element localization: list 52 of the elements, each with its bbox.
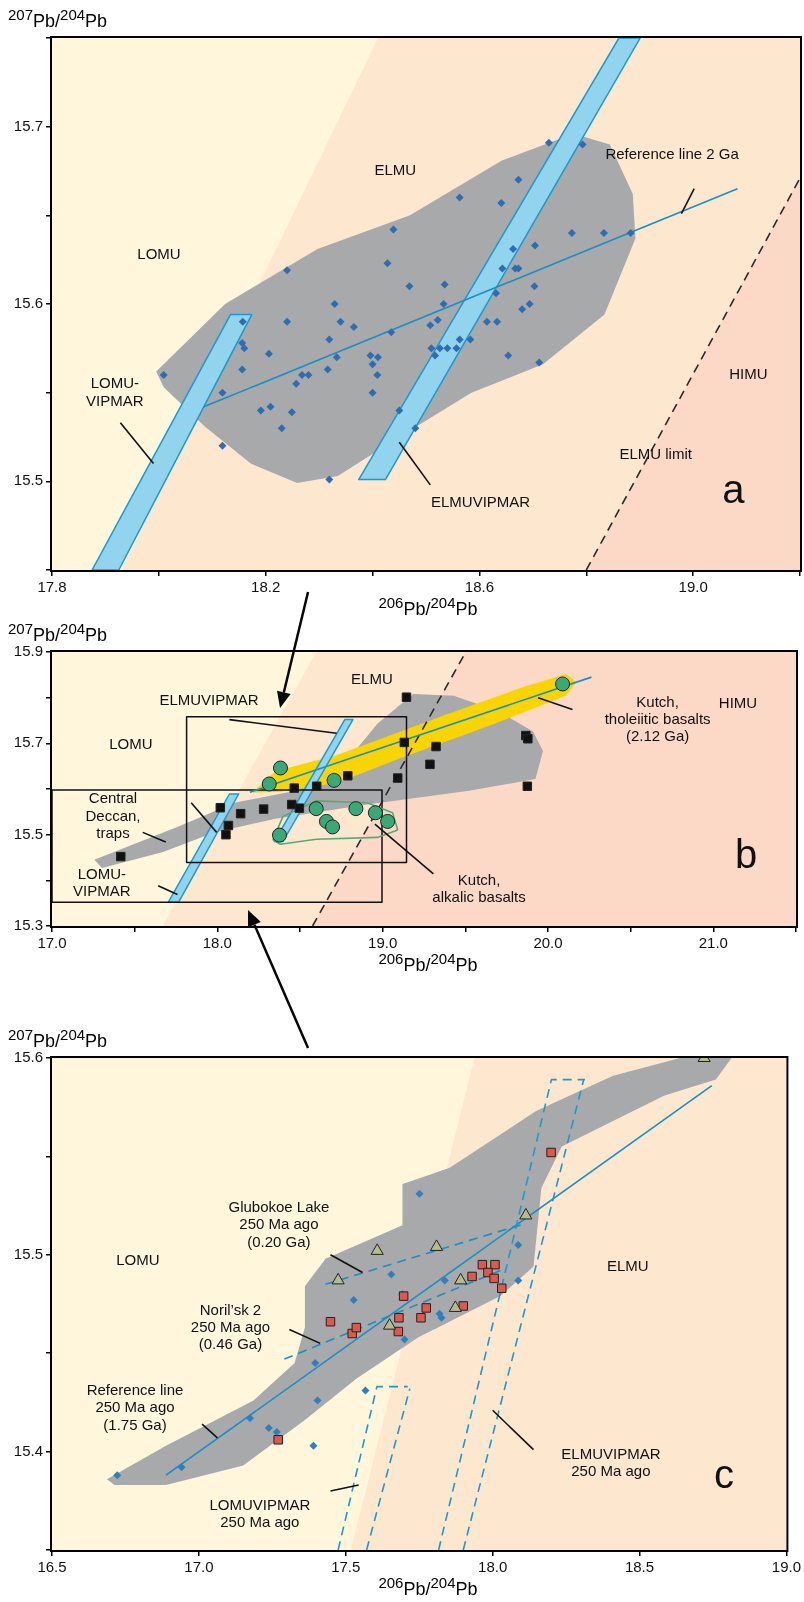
annotation: Glubokoe Lake 250 Ma ago (0.20 Ga) [228,1198,330,1250]
annotation: LOMU [109,734,153,752]
x-tick-label: 21.0 [698,934,728,952]
x-tick-label: 19.0 [678,578,708,596]
annotation: a [722,466,746,511]
y-tick-label: 15.5 [13,471,43,489]
annotation: ELMU [374,161,417,179]
x-tick-label: 16.5 [37,1558,67,1576]
x-tick-label: 17.8 [37,578,67,596]
annotation: ELMU limit [619,444,693,462]
annotation: LOMU- VIPMAR [73,865,131,900]
annotation: LOMUVIPMAR 250 Ma ago [209,1496,311,1531]
x-tick-label: 18.5 [624,1558,655,1576]
annotation: Central Deccan, traps [85,789,141,841]
annotation: HIMU [729,364,768,382]
x-tick-label: 17.0 [184,1558,214,1576]
x-tick-label: 19.0 [368,934,398,952]
annotation: LOMU [137,244,181,262]
y-tick-label: 15.6 [13,294,43,312]
annotation: c [713,1452,734,1497]
x-tick-label: 18.6 [464,578,495,596]
x-tick-label: 17.5 [331,1558,361,1576]
annotation: Reference line 250 Ma ago (1.75 Ga) [86,1381,184,1433]
annotation: LOMU [116,1250,160,1268]
x-tick-label: 18.2 [251,578,281,596]
x-tick-label: 19.0 [771,1558,801,1576]
y-tick-label: 15.4 [13,1441,43,1459]
y-tick-label: 15.7 [13,116,43,134]
annotation: HIMU [718,693,758,711]
annotation: Kutch, tholeiitic basalts (2.12 Ga) [604,692,711,745]
x-axis-title: $^{206}$Pb/$^{204}$Pb [377,950,479,976]
y-axis-title: $^{207}$Pb/$^{204}$Pb [8,6,108,32]
x-tick-label: 20.0 [533,934,563,952]
annotation: Kutch, alkalic basalts [432,871,526,906]
y-tick-label: 15.3 [13,916,43,934]
y-tick-label: 15.5 [13,1244,43,1262]
annotation: LOMU- VIPMAR [86,374,144,409]
annotation: Reference line 2 Ga [605,145,740,163]
annotation: ELMUVIPMAR [159,691,259,709]
annotation: ELMU [606,1256,649,1274]
x-axis-title: $^{206}$Pb/$^{204}$Pb [377,1574,479,1600]
x-axis-title: $^{206}$Pb/$^{204}$Pb [377,594,479,620]
x-tick-label: 18.0 [202,934,232,952]
annotation: ELMUVIPMAR 250 Ma ago [561,1444,661,1480]
annotation: ELMU [351,669,393,687]
annotation: Noril’sk 2 250 Ma ago (0.46 Ga) [190,1300,271,1353]
x-tick-label: 18.0 [478,1558,508,1576]
annotation: b [735,831,758,876]
x-tick-label: 17.0 [37,934,67,952]
annotation: ELMUVIPMAR [431,492,531,510]
y-tick-label: 15.5 [13,824,43,842]
y-tick-label: 15.7 [13,733,43,751]
